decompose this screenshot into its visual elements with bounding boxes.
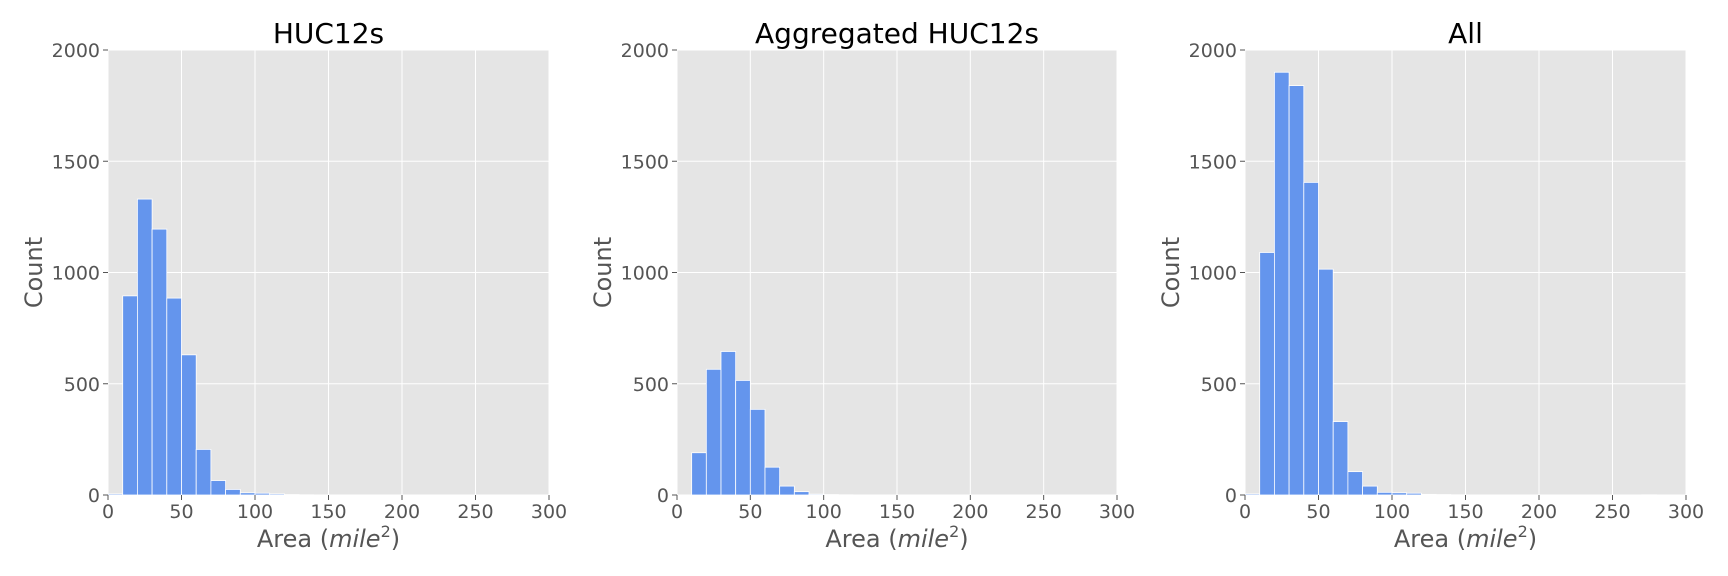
histogram-bar: [1406, 492, 1422, 496]
x-tick-label: 200: [952, 501, 988, 523]
y-tick-label: 1500: [621, 151, 669, 173]
histogram-bar: [210, 480, 226, 496]
x-axis-label: Area (mile2): [1394, 522, 1537, 553]
histogram-bar: [107, 493, 124, 496]
histogram-bar: [254, 492, 271, 496]
x-tick-label: 250: [457, 501, 493, 523]
y-tick-label: 500: [633, 374, 669, 396]
x-tick-label: 100: [237, 501, 273, 523]
histogram-bar: [166, 297, 182, 496]
histogram-bar: [1259, 252, 1275, 496]
y-tick-label: 500: [1201, 374, 1237, 396]
y-tick-label: 1000: [621, 263, 669, 285]
histogram-bar: [1318, 268, 1334, 496]
y-tick-label: 1500: [52, 151, 100, 173]
histogram-bar: [1274, 71, 1290, 496]
histogram-bar: [1362, 485, 1378, 496]
histogram-bar: [239, 492, 256, 496]
chart-panel-2: 0 50 100 150 200 250 300 0 500 1000 1500 2000 Aggreg…: [589, 17, 1135, 553]
x-tick-label: 50: [1306, 501, 1330, 523]
x-tick-label: 250: [1026, 501, 1062, 523]
histogram-bar: [1244, 493, 1261, 496]
x-tick-label: 250: [1594, 501, 1630, 523]
histogram-bar: [779, 485, 795, 496]
histogram-bar: [1303, 181, 1319, 496]
histogram-bar: [181, 354, 197, 496]
chart-panel-3: 0 50 100 150 200 250 300 0 500 1000 1500 2000 All Are…: [1157, 17, 1704, 553]
x-tick-label: 100: [806, 501, 842, 523]
histogram-bar: [1421, 493, 1437, 496]
chart-title: All: [1448, 17, 1483, 50]
y-tick-label: 2000: [621, 40, 669, 62]
histogram-bar: [1288, 85, 1305, 496]
histogram-bar: [735, 380, 751, 496]
histogram-bar: [808, 493, 825, 496]
y-tick-label: 1500: [1189, 151, 1237, 173]
histogram-bar: [1332, 421, 1349, 496]
histogram-bar: [749, 408, 766, 496]
chart-title: Aggregated HUC12s: [755, 17, 1039, 50]
x-tick-label: 0: [1239, 501, 1251, 523]
histogram-bar: [151, 228, 168, 496]
x-tick-label: 200: [1521, 501, 1557, 523]
chart-title: HUC12s: [273, 17, 384, 50]
histogram-bar: [269, 493, 285, 496]
y-axis-label: Count: [20, 237, 48, 308]
y-tick-label: 0: [1225, 485, 1237, 507]
histogram-bar: [136, 198, 153, 496]
y-tick-label: 0: [657, 485, 669, 507]
y-tick-label: 1000: [1189, 263, 1237, 285]
x-tick-label: 150: [310, 501, 346, 523]
y-tick-label: 500: [64, 374, 100, 396]
histogram-bar: [705, 368, 722, 496]
y-axis-label: Count: [1157, 237, 1185, 308]
x-tick-label: 300: [531, 501, 567, 523]
histogram-bar: [1376, 491, 1393, 496]
x-tick-label: 50: [169, 501, 193, 523]
y-tick-label: 2000: [1189, 40, 1237, 62]
chart-panel-1: 0 50 100 150 200 250 300 0 500 1000 1500 2000 HUC12s…: [20, 17, 567, 553]
x-tick-label: 50: [738, 501, 762, 523]
x-tick-label: 150: [879, 501, 915, 523]
y-tick-label: 1000: [52, 263, 100, 285]
histogram-bar: [1347, 471, 1364, 496]
x-tick-label: 300: [1668, 501, 1704, 523]
x-tick-label: 200: [384, 501, 420, 523]
histogram-bar: [225, 489, 241, 496]
x-tick-label: 300: [1099, 501, 1135, 523]
x-tick-label: 150: [1447, 501, 1483, 523]
histogram-bar: [720, 351, 737, 496]
histogram-bar: [122, 295, 138, 496]
histogram-bar: [793, 491, 810, 496]
x-axis-label: Area (mile2): [825, 522, 968, 553]
x-tick-label: 0: [102, 501, 114, 523]
y-tick-label: 0: [88, 485, 100, 507]
y-tick-label: 2000: [52, 40, 100, 62]
y-axis-label: Count: [589, 237, 617, 308]
x-tick-label: 0: [671, 501, 683, 523]
x-axis-label: Area (mile2): [257, 522, 400, 553]
histogram-bar: [195, 448, 212, 496]
histogram-bar: [1391, 492, 1408, 496]
x-tick-label: 100: [1374, 501, 1410, 523]
histogram-bar: [764, 466, 781, 496]
histogram-bar: [691, 452, 707, 496]
